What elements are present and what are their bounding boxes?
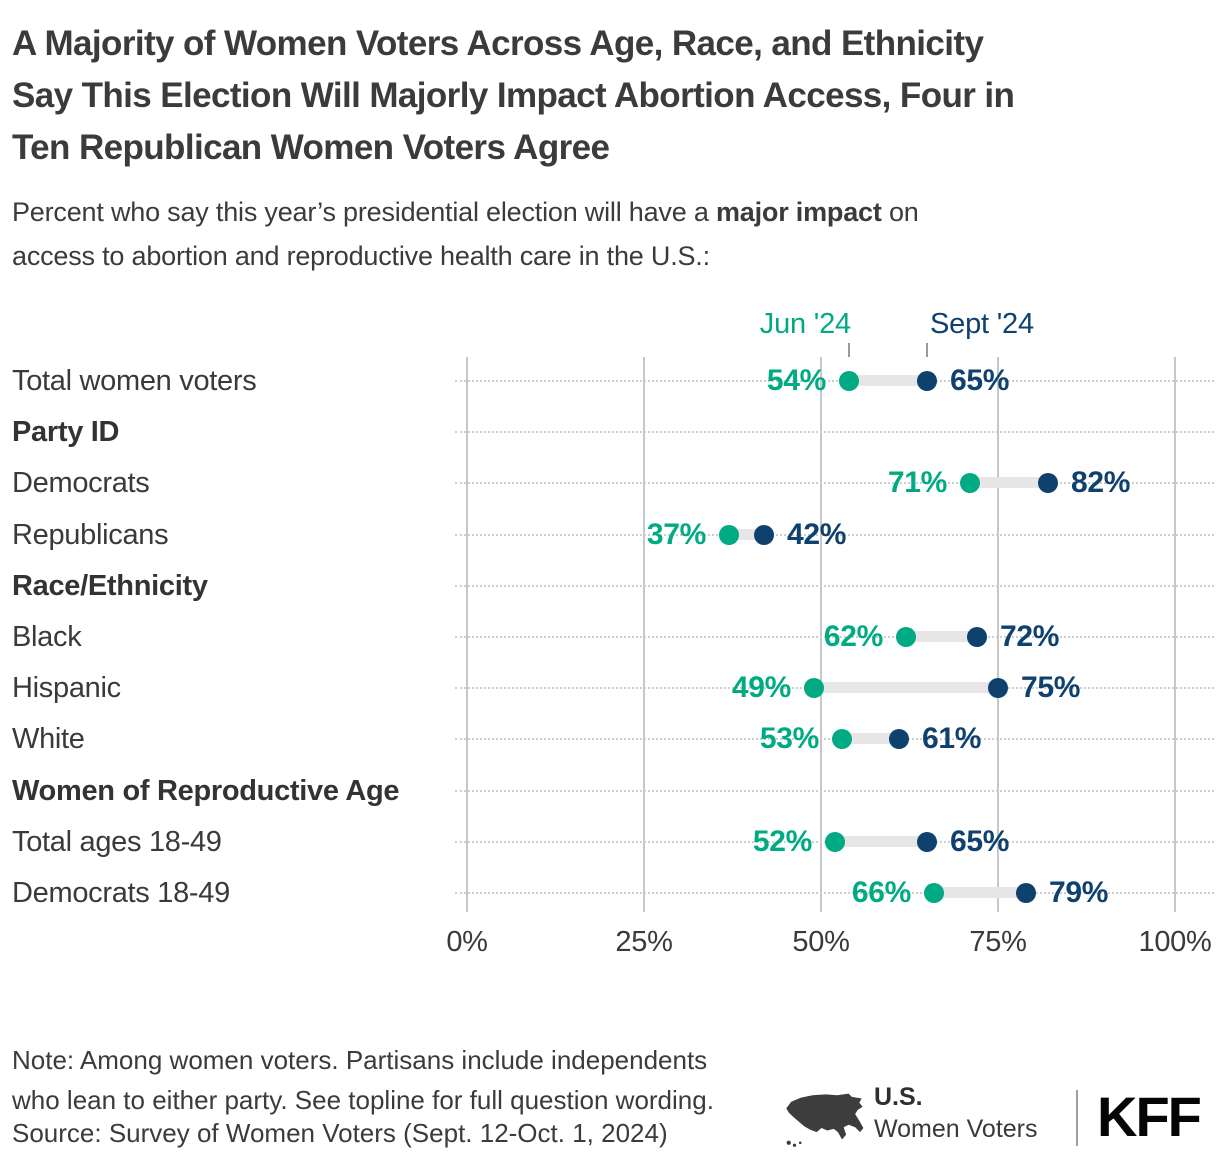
x-axis-tick-label: 25% (615, 926, 673, 958)
jun-dot (839, 371, 859, 391)
sept-value-label: 65% (950, 364, 1010, 397)
row-gridline (455, 380, 1214, 382)
x-gridline (997, 357, 999, 912)
row-category-label: Total ages 18-49 (12, 826, 222, 858)
row-section-header: Women of Reproductive Age (12, 775, 400, 807)
jun-value-label: 62% (823, 620, 883, 653)
sept-dot (917, 371, 937, 391)
jun-value-label: 53% (759, 722, 819, 755)
sept-value-label: 75% (1021, 671, 1081, 704)
row-gridline (455, 534, 1214, 536)
kff-logo: KFF (1097, 1085, 1202, 1148)
legend-jun-label: Jun '24 (759, 308, 851, 340)
dumbbell-connector (849, 375, 927, 386)
sept-dot (1016, 883, 1036, 903)
brand-label-us: U.S. (874, 1083, 923, 1111)
sept-dot (1038, 473, 1058, 493)
jun-value-label: 54% (766, 364, 826, 397)
row-gridline (455, 892, 1214, 894)
brand-label-women-voters: Women Voters (874, 1115, 1038, 1143)
dumbbell-connector (970, 477, 1048, 488)
note-line: who lean to either party. See topline fo… (12, 1085, 714, 1115)
chart-subtitle-line2: access to abortion and reproductive heal… (12, 241, 710, 271)
chart-note: Note: Among women voters. Partisans incl… (12, 1040, 772, 1120)
sept-value-label: 72% (1000, 620, 1060, 653)
legend-jun-pointer-tick (848, 343, 850, 357)
row-gridline (455, 431, 1214, 433)
jun-dot (924, 883, 944, 903)
jun-value-label: 52% (752, 825, 812, 858)
dumbbell-connector (729, 529, 764, 540)
dumbbell-connector (835, 836, 927, 847)
legend-sept-pointer-tick (926, 343, 928, 357)
x-axis-tick-label: 100% (1138, 926, 1212, 958)
dumbbell-connector (842, 733, 899, 744)
chart-title-line: Ten Republican Women Voters Agree (12, 128, 610, 167)
sept-dot (967, 627, 987, 647)
jun-value-label: 37% (646, 518, 706, 551)
sept-dot (917, 832, 937, 852)
x-gridline (466, 357, 468, 912)
sept-value-label: 61% (922, 722, 982, 755)
sept-value-label: 42% (787, 518, 847, 551)
x-gridline (643, 357, 645, 912)
row-gridline (455, 482, 1214, 484)
sept-value-label: 79% (1049, 876, 1109, 909)
row-category-label: Democrats 18-49 (12, 877, 230, 909)
note-line: Note: Among women voters. Partisans incl… (12, 1045, 708, 1075)
jun-value-label: 66% (851, 876, 911, 909)
jun-dot (719, 525, 739, 545)
row-section-header: Party ID (12, 416, 120, 448)
x-gridline (820, 357, 822, 912)
jun-value-label: 49% (731, 671, 791, 704)
row-gridline (455, 585, 1214, 587)
row-section-header: Race/Ethnicity (12, 570, 208, 602)
row-category-label: Democrats (12, 467, 150, 499)
chart-title: A Majority of Women Voters Across Age, R… (12, 18, 1192, 174)
legend-sept-label: Sept '24 (930, 308, 1034, 340)
row-gridline (455, 790, 1214, 792)
chart-title-line: A Majority of Women Voters Across Age, R… (12, 24, 984, 63)
row-category-label: White (12, 723, 85, 755)
jun-dot (804, 678, 824, 698)
x-gridline (1174, 357, 1176, 912)
jun-dot (825, 832, 845, 852)
footer-divider (1076, 1090, 1078, 1146)
jun-dot (960, 473, 980, 493)
chart-subtitle: Percent who say this year’s presidential… (12, 190, 1182, 278)
row-category-label: Republicans (12, 519, 169, 551)
chart-source: Source: Survey of Women Voters (Sept. 12… (12, 1118, 668, 1148)
jun-dot (832, 729, 852, 749)
chart-title-line: Say This Election Will Majorly Impact Ab… (12, 76, 1015, 115)
dumbbell-connector (934, 887, 1026, 898)
dumbbell-connector (814, 682, 998, 693)
subtitle-bold-phrase: major impact (715, 197, 882, 227)
row-category-label: Total women voters (12, 365, 257, 397)
sept-value-label: 65% (950, 825, 1010, 858)
x-axis-tick-label: 50% (792, 926, 850, 958)
x-axis-tick-label: 75% (969, 926, 1027, 958)
row-category-label: Black (12, 621, 82, 653)
sept-value-label: 82% (1071, 466, 1131, 499)
row-category-label: Hispanic (12, 672, 121, 704)
row-gridline (455, 636, 1214, 638)
sept-dot (889, 729, 909, 749)
sept-dot (754, 525, 774, 545)
dumbbell-connector (906, 631, 977, 642)
us-map-icon (786, 1093, 864, 1147)
sept-dot (988, 678, 1008, 698)
jun-value-label: 71% (887, 466, 947, 499)
jun-dot (896, 627, 916, 647)
x-axis-tick-label: 0% (446, 926, 488, 958)
chart-subtitle-line1: Percent who say this year’s presidential… (12, 197, 919, 227)
